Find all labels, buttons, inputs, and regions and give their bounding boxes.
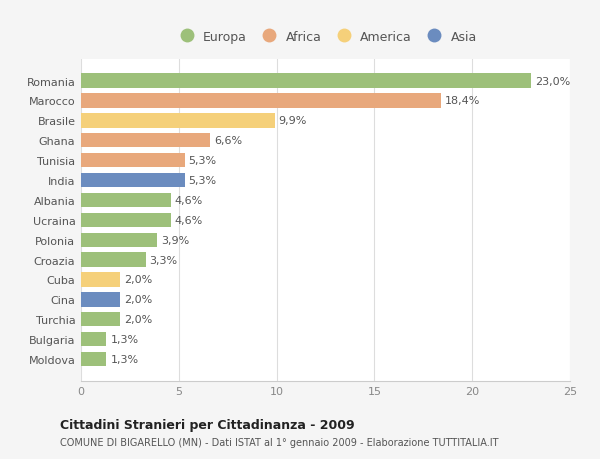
Bar [81, 193, 171, 207]
Text: 3,9%: 3,9% [161, 235, 190, 245]
Bar [81, 134, 210, 148]
Bar [81, 313, 120, 327]
Bar [81, 273, 120, 287]
Bar [81, 352, 106, 366]
Text: 1,3%: 1,3% [110, 354, 139, 364]
Text: 23,0%: 23,0% [535, 77, 570, 86]
Text: COMUNE DI BIGARELLO (MN) - Dati ISTAT al 1° gennaio 2009 - Elaborazione TUTTITAL: COMUNE DI BIGARELLO (MN) - Dati ISTAT al… [60, 437, 499, 447]
Text: 4,6%: 4,6% [175, 215, 203, 225]
Bar [81, 114, 275, 128]
Text: 6,6%: 6,6% [214, 136, 242, 146]
Text: 2,0%: 2,0% [124, 314, 152, 325]
Bar [81, 213, 171, 228]
Bar [81, 253, 146, 267]
Bar [81, 174, 185, 188]
Text: 4,6%: 4,6% [175, 196, 203, 206]
Text: 3,3%: 3,3% [149, 255, 178, 265]
Text: Cittadini Stranieri per Cittadinanza - 2009: Cittadini Stranieri per Cittadinanza - 2… [60, 418, 355, 431]
Text: 2,0%: 2,0% [124, 295, 152, 305]
Bar [81, 332, 106, 347]
Text: 2,0%: 2,0% [124, 275, 152, 285]
Bar [81, 94, 441, 108]
Bar [81, 233, 157, 247]
Text: 5,3%: 5,3% [188, 176, 217, 185]
Bar [81, 154, 185, 168]
Legend: Europa, Africa, America, Asia: Europa, Africa, America, Asia [174, 31, 477, 44]
Text: 1,3%: 1,3% [110, 335, 139, 344]
Bar [81, 292, 120, 307]
Text: 5,3%: 5,3% [188, 156, 217, 166]
Bar [81, 74, 531, 89]
Text: 18,4%: 18,4% [445, 96, 480, 106]
Text: 9,9%: 9,9% [278, 116, 307, 126]
